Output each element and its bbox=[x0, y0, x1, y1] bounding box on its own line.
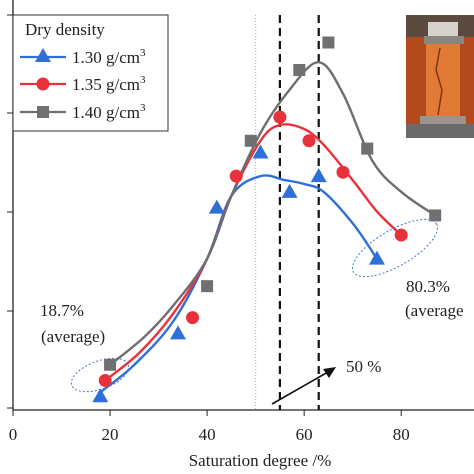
data-point-square bbox=[322, 36, 335, 49]
x-axis-title: Saturation degree /% bbox=[189, 451, 332, 470]
legend-marker-square bbox=[37, 106, 49, 118]
data-point-square bbox=[429, 209, 442, 222]
data-point-circle bbox=[302, 134, 316, 148]
data-point-square bbox=[104, 358, 117, 371]
x-tick-label: 80 bbox=[393, 425, 410, 444]
left-average-label: (average) bbox=[41, 327, 105, 346]
specimen-photo bbox=[406, 15, 474, 138]
left-ellipse bbox=[70, 357, 130, 393]
data-point-triangle bbox=[368, 250, 385, 265]
legend-label-135: 1.35 g/cm3 bbox=[72, 74, 146, 94]
data-point-square bbox=[361, 142, 374, 155]
legend-title: Dry density bbox=[25, 20, 105, 39]
data-point-circle bbox=[229, 169, 243, 183]
data-point-circle bbox=[336, 165, 350, 179]
fit-curve bbox=[104, 123, 403, 382]
data-point-circle bbox=[394, 228, 408, 242]
data-point-square bbox=[244, 134, 257, 147]
legend: Dry density 1.30 g/cm3 1.35 g/cm3 1.40 g… bbox=[12, 14, 169, 132]
data-point-square bbox=[293, 64, 306, 77]
data-point-triangle bbox=[208, 199, 225, 214]
data-point-triangle bbox=[281, 183, 298, 198]
right-ellipse bbox=[351, 218, 439, 278]
reference-lines bbox=[255, 15, 320, 410]
legend-marker-circle bbox=[36, 77, 50, 91]
data-markers bbox=[92, 36, 442, 403]
annotations: 18.7% (average) 80.3% (average 50 % bbox=[40, 218, 464, 405]
legend-marker-triangle bbox=[35, 48, 51, 62]
fit-curves bbox=[99, 61, 436, 394]
data-point-circle bbox=[186, 311, 200, 325]
x-tick-label: 20 bbox=[102, 425, 119, 444]
right-average-label: (average bbox=[405, 301, 464, 320]
data-point-triangle bbox=[310, 168, 327, 183]
arrow-head bbox=[323, 367, 336, 378]
fit-curve bbox=[109, 61, 436, 366]
x-tick-labels: 0 20 40 60 80 bbox=[9, 410, 410, 444]
annotation-arrow bbox=[271, 371, 329, 405]
data-point-triangle bbox=[252, 144, 269, 159]
x-tick-label: 60 bbox=[296, 425, 313, 444]
data-point-triangle bbox=[169, 325, 186, 340]
data-point-square bbox=[201, 280, 214, 293]
data-point-triangle bbox=[92, 388, 109, 403]
legend-label-130: 1.30 g/cm3 bbox=[72, 47, 146, 67]
right-value-label: 80.3% bbox=[406, 277, 450, 296]
data-point-circle bbox=[98, 373, 112, 387]
data-point-circle bbox=[273, 110, 287, 124]
legend-label-140: 1.40 g/cm3 bbox=[72, 102, 146, 122]
x-tick-label: 40 bbox=[199, 425, 216, 444]
x-tick-label: 0 bbox=[9, 425, 18, 444]
left-value-label: 18.7% bbox=[40, 301, 84, 320]
middle-label: 50 % bbox=[346, 357, 381, 376]
fit-curve bbox=[99, 174, 378, 394]
